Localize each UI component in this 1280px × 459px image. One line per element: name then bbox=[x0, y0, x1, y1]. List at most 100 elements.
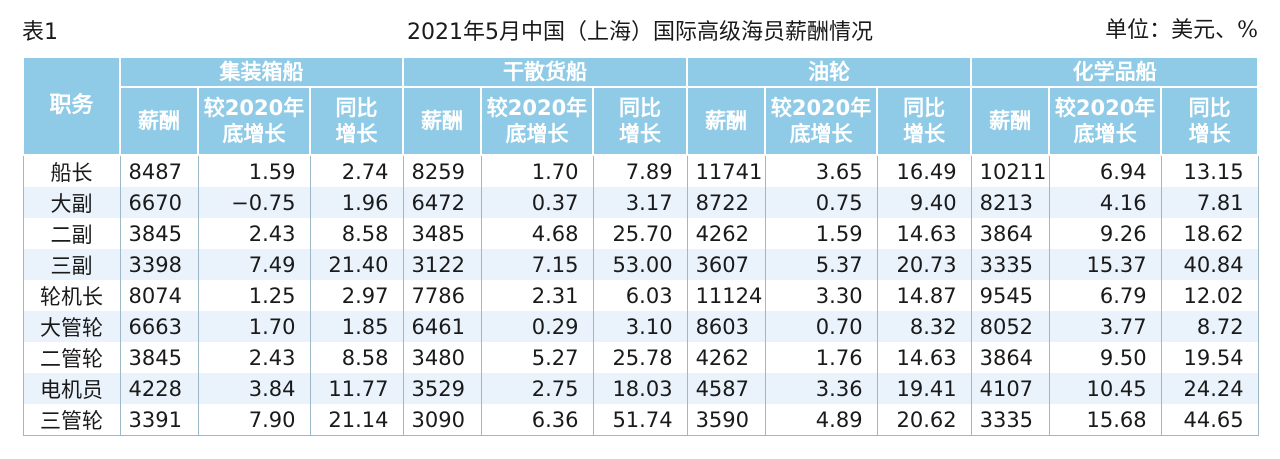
salary-cell: 3391 bbox=[119, 404, 199, 436]
table-row: 大副 6670 −0.75 1.96 6472 0.37 3.17 8722 0.75 9.40 8… bbox=[22, 187, 1259, 218]
salary-cell: 6461 bbox=[402, 311, 482, 342]
header-group-chemical: 化学品船 bbox=[970, 56, 1260, 88]
salary-cell: 3335 bbox=[970, 249, 1050, 280]
header-vs-2020: 较2020年 底增长 bbox=[480, 86, 595, 156]
salary-cell: 3864 bbox=[970, 218, 1050, 249]
salary-cell: 4262 bbox=[686, 218, 766, 249]
vs-2020-cell: 3.36 bbox=[764, 373, 878, 404]
vs-2020-cell: 2.75 bbox=[480, 373, 594, 404]
table-row: 三管轮 3391 7.90 21.14 3090 6.36 51.74 3590 4.89 20.… bbox=[22, 404, 1259, 436]
header-yoy-line2: 增长 bbox=[335, 122, 378, 146]
salary-cell: 3335 bbox=[970, 404, 1050, 436]
vs-2020-cell: 15.37 bbox=[1048, 249, 1162, 280]
yoy-cell: 21.40 bbox=[309, 249, 404, 280]
yoy-cell: 8.32 bbox=[876, 311, 972, 342]
yoy-cell: 19.54 bbox=[1160, 342, 1259, 373]
salary-cell: 3090 bbox=[402, 404, 482, 436]
yoy-cell: 1.96 bbox=[309, 187, 404, 218]
salary-cell: 6670 bbox=[119, 187, 199, 218]
yoy-cell: 3.17 bbox=[592, 187, 688, 218]
yoy-cell: 8.72 bbox=[1160, 311, 1259, 342]
salary-cell: 8213 bbox=[970, 187, 1050, 218]
vs-2020-cell: 7.15 bbox=[480, 249, 594, 280]
header-role: 职务 bbox=[22, 56, 121, 156]
salary-cell: 3590 bbox=[686, 404, 766, 436]
vs-2020-cell: 7.90 bbox=[197, 404, 311, 436]
header-vs-2020-line1: 较2020年 bbox=[770, 96, 872, 120]
vs-2020-cell: 4.89 bbox=[764, 404, 878, 436]
table-row: 大管轮 6663 1.70 1.85 6461 0.29 3.10 8603 0.70 8.32 8… bbox=[22, 311, 1259, 342]
vs-2020-cell: 5.37 bbox=[764, 249, 878, 280]
header-vs-2020-line2: 底增长 bbox=[505, 122, 569, 146]
vs-2020-cell: 2.31 bbox=[480, 280, 594, 311]
salary-cell: 10211 bbox=[970, 155, 1050, 187]
yoy-cell: 25.70 bbox=[592, 218, 688, 249]
yoy-cell: 21.14 bbox=[309, 404, 404, 436]
table-title: 2021年5月中国（上海）国际高级海员薪酬情况 bbox=[407, 20, 873, 45]
yoy-cell: 8.58 bbox=[309, 342, 404, 373]
vs-2020-cell: 9.50 bbox=[1048, 342, 1162, 373]
role-cell: 大管轮 bbox=[22, 311, 121, 342]
table-row: 二管轮 3845 2.43 8.58 3480 5.27 25.78 4262 1.76 14.6… bbox=[22, 342, 1259, 373]
role-cell: 三副 bbox=[22, 249, 121, 280]
yoy-cell: 14.63 bbox=[876, 218, 972, 249]
salary-cell: 3845 bbox=[119, 218, 199, 249]
vs-2020-cell: 15.68 bbox=[1048, 404, 1162, 436]
vs-2020-cell: 6.94 bbox=[1048, 155, 1162, 187]
table-row: 二副 3845 2.43 8.58 3485 4.68 25.70 4262 1.59 14.63… bbox=[22, 218, 1259, 249]
yoy-cell: 3.10 bbox=[592, 311, 688, 342]
vs-2020-cell: 1.70 bbox=[197, 311, 311, 342]
yoy-cell: 11.77 bbox=[309, 373, 404, 404]
vs-2020-cell: 1.76 bbox=[764, 342, 878, 373]
yoy-cell: 20.62 bbox=[876, 404, 972, 436]
role-cell: 轮机长 bbox=[22, 280, 121, 311]
header-vs-2020-line1: 较2020年 bbox=[486, 96, 588, 120]
salary-cell: 4228 bbox=[119, 373, 199, 404]
table-row: 三副 3398 7.49 21.40 3122 7.15 53.00 3607 5.37 20.7… bbox=[22, 249, 1259, 280]
header-yoy: 同比 增长 bbox=[876, 86, 973, 156]
yoy-cell: 18.03 bbox=[592, 373, 688, 404]
vs-2020-cell: 6.36 bbox=[480, 404, 594, 436]
salary-cell: 4587 bbox=[686, 373, 766, 404]
vs-2020-cell: 3.84 bbox=[197, 373, 311, 404]
vs-2020-cell: 3.30 bbox=[764, 280, 878, 311]
header-salary-label: 薪酬 bbox=[989, 109, 1032, 133]
header-vs-2020-line2: 底增长 bbox=[1073, 122, 1137, 146]
vs-2020-cell: −0.75 bbox=[197, 187, 311, 218]
header-yoy-line1: 同比 bbox=[1188, 96, 1231, 120]
header-vs-2020-line1: 较2020年 bbox=[203, 96, 305, 120]
vs-2020-cell: 0.75 bbox=[764, 187, 878, 218]
salary-cell: 6663 bbox=[119, 311, 199, 342]
salary-cell: 3845 bbox=[119, 342, 199, 373]
salary-cell: 3398 bbox=[119, 249, 199, 280]
table-row: 轮机长 8074 1.25 2.97 7786 2.31 6.03 11124 3.30 14.8… bbox=[22, 280, 1259, 311]
yoy-cell: 25.78 bbox=[592, 342, 688, 373]
header-yoy-line2: 增长 bbox=[903, 122, 946, 146]
yoy-cell: 51.74 bbox=[592, 404, 688, 436]
header-yoy-line1: 同比 bbox=[619, 96, 662, 120]
header-salary: 薪酬 bbox=[402, 86, 483, 156]
yoy-cell: 2.97 bbox=[309, 280, 404, 311]
vs-2020-cell: 6.79 bbox=[1048, 280, 1162, 311]
salary-table: 职务 集装箱船 干散货船 油轮 化学品船 薪酬 较2020年 底增长 同比 增长 薪酬 较2… bbox=[22, 56, 1260, 436]
vs-2020-cell: 4.68 bbox=[480, 218, 594, 249]
yoy-cell: 8.58 bbox=[309, 218, 404, 249]
vs-2020-cell: 7.49 bbox=[197, 249, 311, 280]
header-vs-2020: 较2020年 底增长 bbox=[764, 86, 879, 156]
header-yoy: 同比 增长 bbox=[1160, 86, 1260, 156]
header-salary: 薪酬 bbox=[970, 86, 1051, 156]
salary-cell: 3529 bbox=[402, 373, 482, 404]
header-row-subcolumns: 薪酬 较2020年 底增长 同比 增长 薪酬 较2020年 底增长 同比 增长 薪酬 较2020年 底增… bbox=[23, 86, 1260, 156]
header-salary: 薪酬 bbox=[686, 86, 767, 156]
vs-2020-cell: 9.26 bbox=[1048, 218, 1162, 249]
role-cell: 二管轮 bbox=[22, 342, 121, 373]
salary-cell: 4262 bbox=[686, 342, 766, 373]
salary-cell: 8074 bbox=[119, 280, 199, 311]
vs-2020-cell: 3.65 bbox=[764, 155, 878, 187]
role-cell: 船长 bbox=[22, 155, 121, 187]
salary-cell: 3864 bbox=[970, 342, 1050, 373]
header-yoy-line1: 同比 bbox=[903, 96, 946, 120]
header-salary-label: 薪酬 bbox=[138, 109, 180, 133]
header-group-tanker: 油轮 bbox=[686, 56, 973, 88]
